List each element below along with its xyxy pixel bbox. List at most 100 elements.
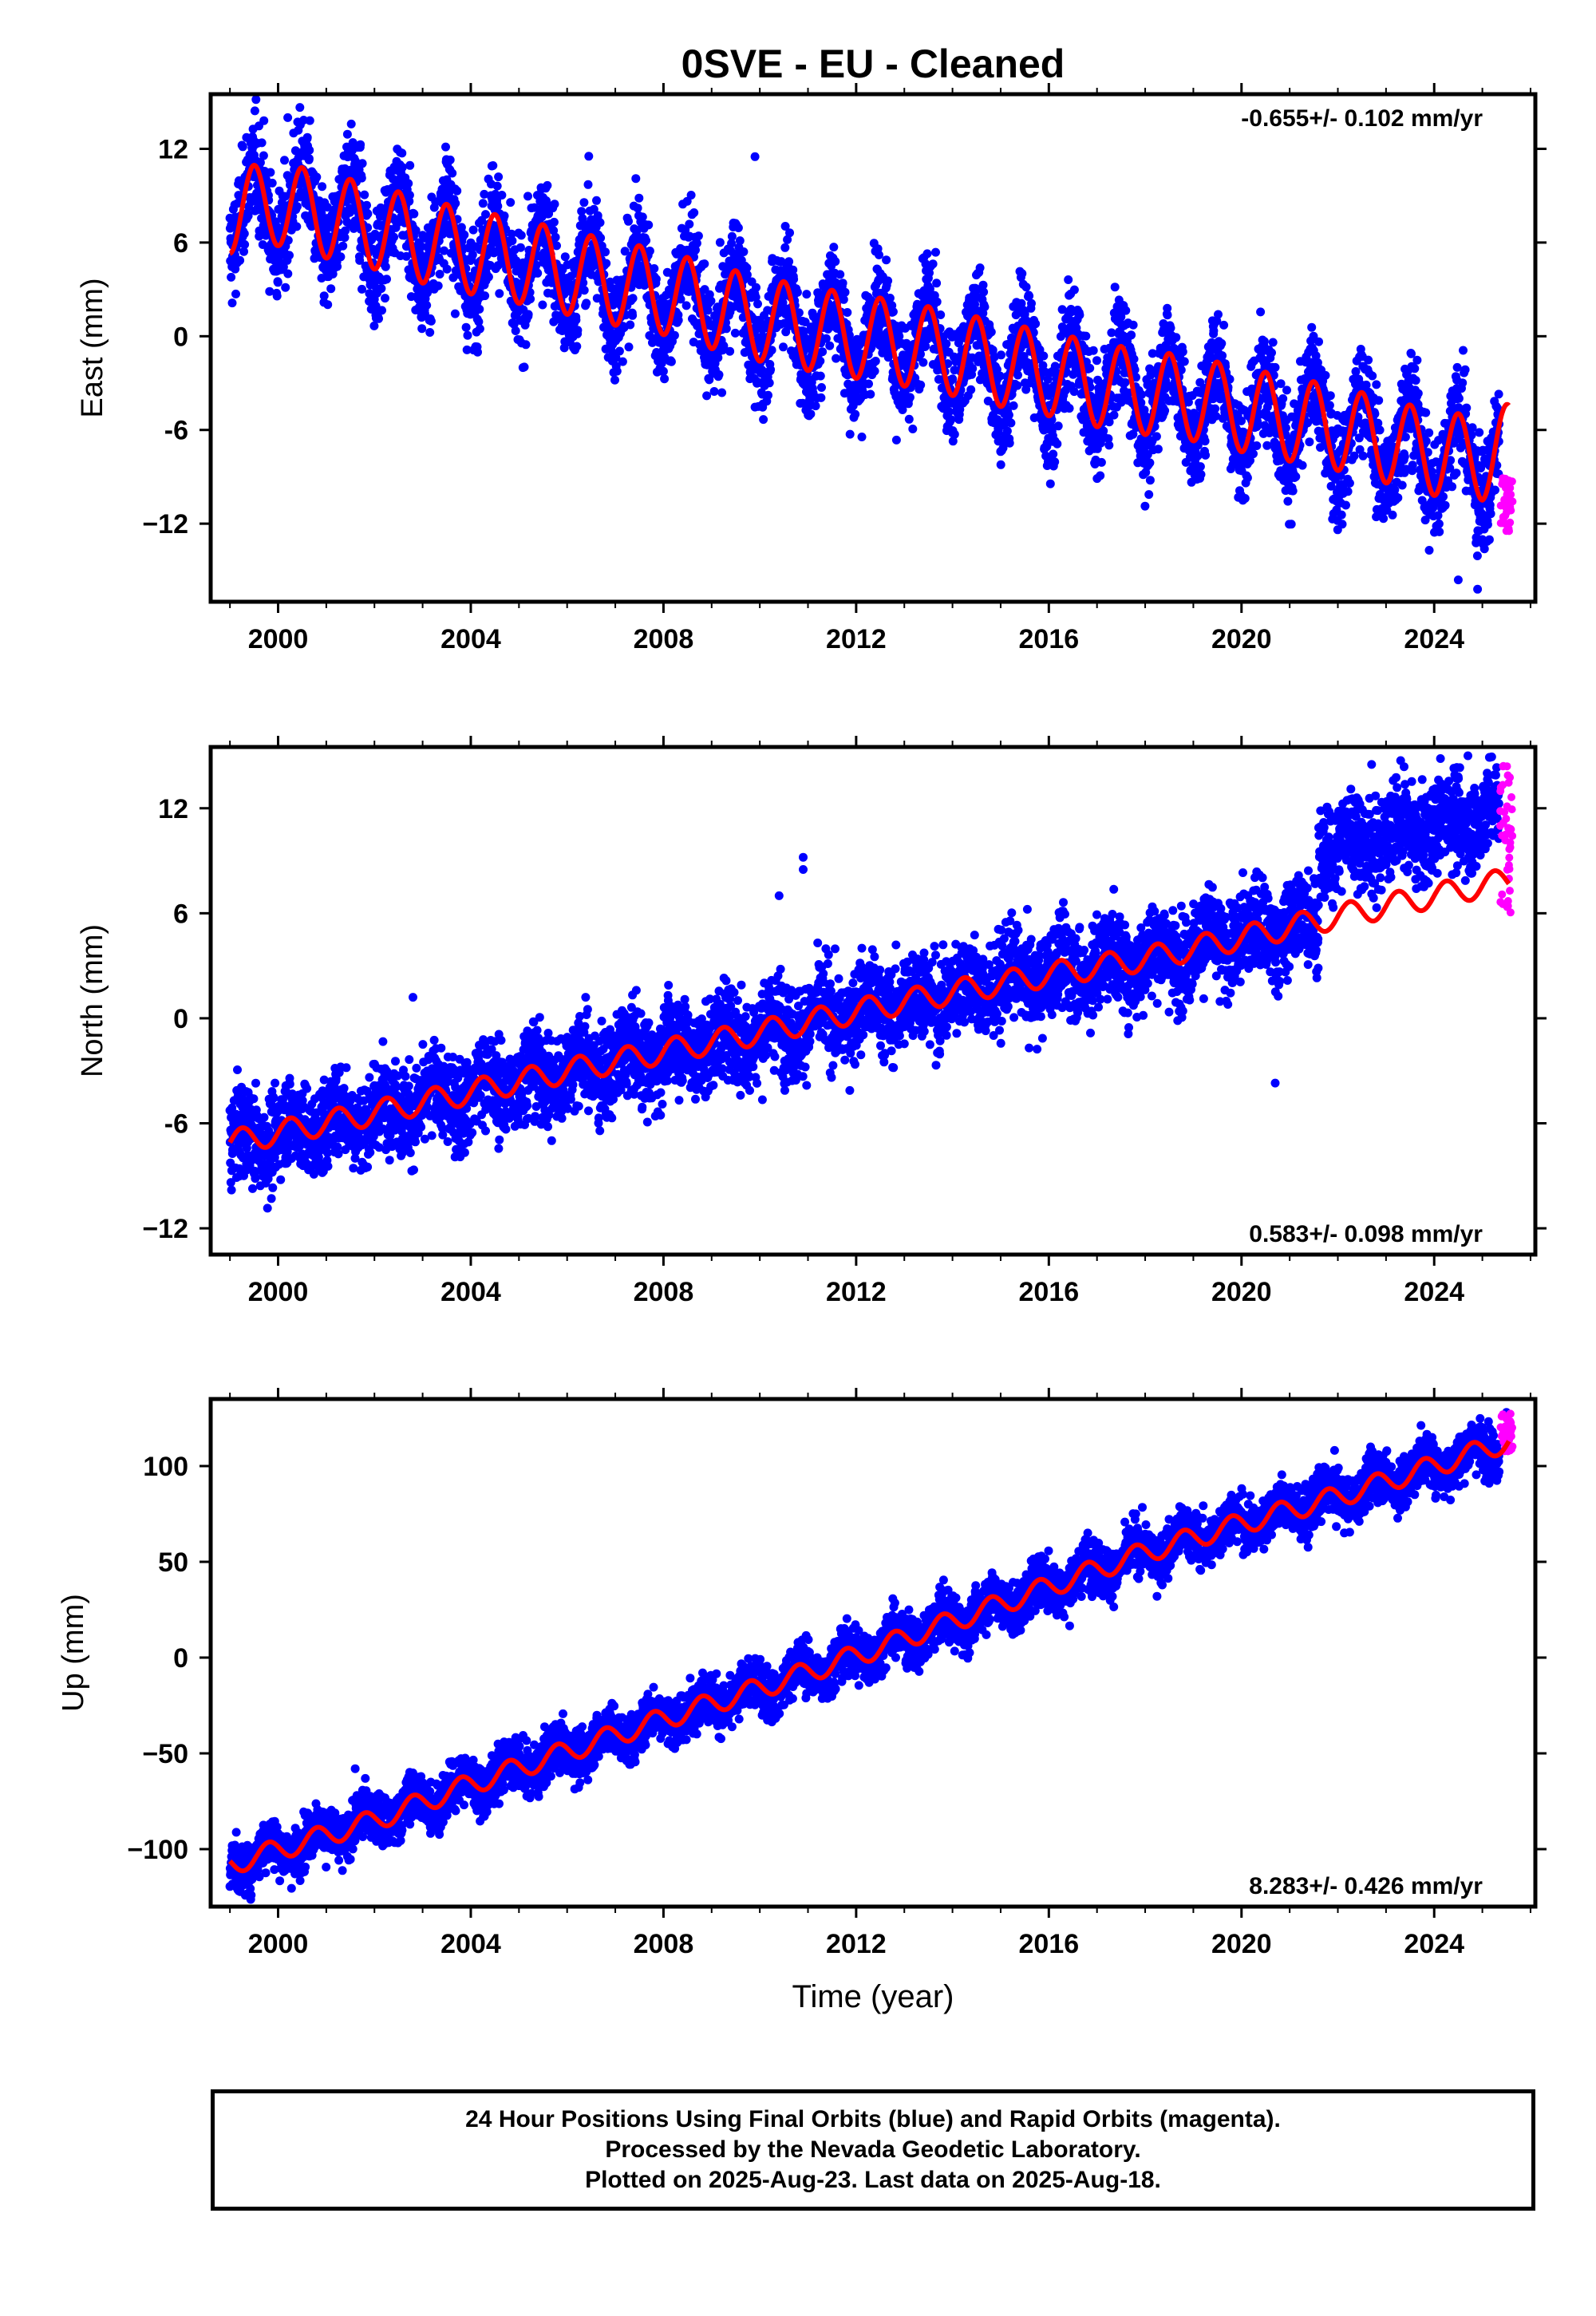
east-final-point	[356, 140, 365, 149]
east-final-point	[1128, 320, 1138, 330]
east-final-point	[579, 286, 589, 295]
east-final-point	[258, 240, 267, 249]
east-final-point	[931, 247, 940, 257]
east-final-point	[1268, 338, 1278, 347]
east-final-point	[1021, 283, 1031, 292]
east-final-point	[628, 310, 638, 320]
east-final-point	[475, 324, 484, 334]
east-final-point	[1325, 401, 1334, 410]
east-final-point	[689, 208, 699, 217]
east-final-point	[693, 231, 703, 241]
east-final-point	[596, 233, 606, 243]
east-final-point	[624, 342, 634, 352]
east-final-point	[255, 158, 265, 168]
east-final-point	[265, 287, 275, 296]
east-final-point	[346, 119, 356, 128]
east-final-point	[305, 116, 314, 125]
east-final-point	[966, 385, 976, 394]
east-final-point	[358, 159, 367, 168]
east-final-point	[1031, 319, 1041, 329]
east-final-point	[401, 251, 411, 261]
east-final-point	[283, 269, 293, 279]
east-final-point	[730, 328, 740, 338]
east-final-point	[968, 364, 978, 373]
east-final-point	[450, 309, 460, 318]
east-final-point	[595, 218, 605, 227]
east-final-point	[1256, 307, 1266, 317]
east-final-point	[452, 186, 462, 196]
east-final-point	[497, 191, 507, 200]
east-final-point	[1027, 298, 1036, 308]
east-final-point	[494, 172, 504, 182]
east-final-point	[875, 250, 883, 259]
east-final-point	[582, 298, 591, 308]
east-final-point	[631, 174, 641, 184]
east-final-point	[1145, 476, 1155, 485]
east-final-point	[883, 276, 893, 286]
east-final-point	[706, 296, 716, 306]
east-final-point	[905, 393, 915, 402]
east-final-point	[426, 316, 436, 326]
east-final-point	[405, 160, 415, 170]
east-final-point	[341, 226, 350, 235]
east-final-point	[448, 273, 458, 283]
east-final-point	[305, 145, 314, 155]
east-final-point	[1096, 471, 1105, 480]
east-final-point	[227, 272, 236, 282]
east-final-point	[409, 209, 419, 219]
east-final-point	[227, 298, 237, 308]
east-final-point	[475, 304, 484, 314]
east-final-point	[422, 301, 432, 310]
east-final-point	[377, 284, 386, 293]
east-final-point	[681, 301, 691, 310]
east-final-point	[1127, 330, 1136, 340]
east-final-point	[1240, 494, 1250, 503]
east-final-point	[885, 294, 895, 302]
east-final-series	[225, 95, 1504, 594]
east-final-point	[904, 414, 914, 424]
east-final-point	[411, 226, 421, 235]
east-final-point	[676, 294, 685, 304]
east-final-point	[980, 302, 990, 311]
east-final-point	[1025, 291, 1034, 301]
east-final-point	[389, 232, 399, 242]
east-final-point	[979, 287, 989, 297]
east-final-point	[577, 207, 587, 216]
east-final-point	[610, 375, 619, 385]
east-final-point	[660, 374, 670, 384]
east-final-point	[519, 362, 529, 372]
east-final-point	[1286, 520, 1296, 529]
east-final-point	[251, 95, 261, 105]
east-final-point	[714, 370, 724, 379]
east-final-point	[785, 228, 794, 238]
east-final-point	[267, 178, 277, 188]
east-final-point	[1081, 331, 1091, 341]
east-final-point	[1288, 486, 1298, 496]
east-final-point	[1075, 310, 1084, 320]
east-final-point	[601, 247, 610, 257]
east-final-point	[377, 306, 386, 315]
east-final-point	[670, 330, 679, 340]
east-final-point	[480, 291, 490, 301]
east-final-point	[1050, 457, 1060, 467]
east-final-point	[997, 350, 1005, 360]
east-final-point	[280, 156, 289, 165]
east-final-point	[882, 255, 891, 265]
east-final-point	[888, 307, 898, 317]
east-final-point	[1298, 460, 1307, 470]
east-final-point	[1337, 510, 1346, 520]
east-final-point	[764, 390, 772, 400]
east-final-point	[916, 380, 926, 389]
east-final-point	[473, 347, 482, 357]
east-final-point	[285, 251, 294, 260]
east-final-point	[1262, 441, 1272, 450]
east-final-point	[549, 217, 559, 227]
east-final-point	[1064, 275, 1073, 284]
east-final-point	[340, 233, 350, 243]
east-final-point	[484, 272, 493, 282]
east-final-point	[1053, 439, 1062, 449]
east-final-point	[891, 435, 901, 445]
east-final-point	[666, 357, 676, 366]
east-final-point	[1120, 377, 1130, 387]
east-final-point	[1281, 423, 1290, 433]
